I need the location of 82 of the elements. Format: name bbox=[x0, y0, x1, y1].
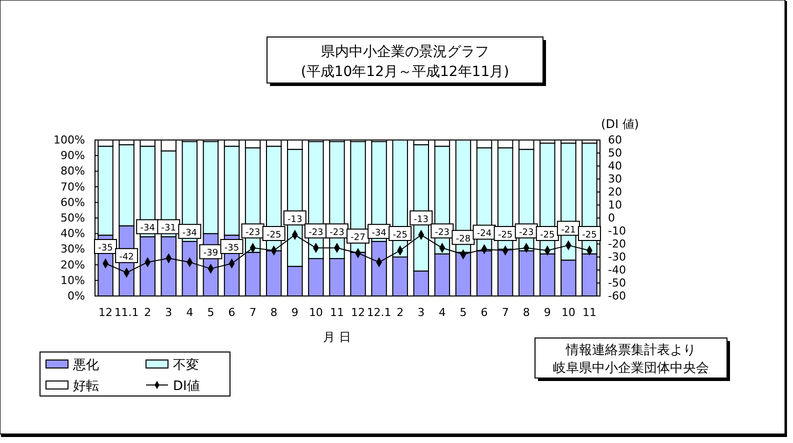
x-tick-label: 7 bbox=[249, 306, 256, 319]
y-tick-label: 90% bbox=[60, 149, 85, 162]
y-tick-label: 100% bbox=[54, 134, 85, 147]
data-label: -39 bbox=[203, 248, 218, 259]
y2-tick-label: 10 bbox=[608, 198, 622, 212]
x-tick-label: 7 bbox=[502, 306, 509, 319]
data-label: -24 bbox=[476, 229, 492, 240]
data-label: -23 bbox=[308, 228, 324, 238]
chart-subtitle: (平成10年12月～平成12年11月) bbox=[300, 64, 510, 80]
y-tick-label: 30% bbox=[60, 242, 85, 256]
y2-tick-label: 0 bbox=[608, 212, 615, 225]
x-tick-label: 11 bbox=[582, 306, 596, 319]
y2-tick-label: -60 bbox=[608, 290, 626, 303]
y-tick-label: 80% bbox=[60, 164, 85, 178]
x-tick-label: 4 bbox=[438, 306, 446, 319]
y2-tick-label: -30 bbox=[608, 250, 626, 264]
data-label: -42 bbox=[119, 252, 134, 263]
y-tick-label: 50% bbox=[60, 212, 85, 225]
x-tick-label: 3 bbox=[418, 306, 425, 319]
y2-tick-label: -20 bbox=[608, 238, 626, 251]
y2-tick-label: 40 bbox=[608, 160, 622, 173]
y-tick-label: 10% bbox=[60, 274, 85, 287]
data-label: -25 bbox=[498, 230, 513, 240]
data-label: -25 bbox=[582, 230, 597, 240]
legend-label: 悪化 bbox=[72, 358, 99, 373]
x-tick-label: 12.1 bbox=[366, 306, 392, 319]
x-tick-label: 12 bbox=[98, 306, 113, 319]
x-tick-label: 5 bbox=[207, 306, 214, 319]
x-tick-label: 2 bbox=[144, 306, 152, 319]
data-label: -21 bbox=[561, 225, 576, 236]
y-tick-label: 40% bbox=[60, 227, 85, 240]
legend-label: 好転 bbox=[73, 379, 99, 394]
x-tick-label: 10 bbox=[308, 306, 323, 319]
x-tick-label: 11.1 bbox=[114, 306, 139, 319]
x-tick-label: 2 bbox=[396, 306, 404, 319]
x-tick-label: 8 bbox=[522, 306, 530, 319]
y-tick-label: 0% bbox=[68, 290, 85, 303]
y2-tick-label: -40 bbox=[608, 264, 626, 277]
y-tick-label: 60% bbox=[60, 196, 85, 209]
data-label: -25 bbox=[266, 230, 282, 240]
x-tick-label: 8 bbox=[270, 306, 278, 319]
data-label: -31 bbox=[161, 224, 176, 234]
y-tick-label: 20% bbox=[60, 258, 85, 272]
data-label: -13 bbox=[414, 214, 428, 225]
data-label: -23 bbox=[245, 228, 260, 238]
text: 情報連絡票集計表より bbox=[565, 343, 696, 358]
x-tick-label: 6 bbox=[228, 306, 236, 319]
y2-tick-label: 20 bbox=[608, 186, 622, 199]
x-tick-label: 12 bbox=[351, 306, 366, 319]
data-label: -34 bbox=[372, 228, 387, 238]
data-label: -23 bbox=[434, 228, 450, 238]
x-tick-label: 9 bbox=[544, 306, 551, 319]
y2-tick-label: -50 bbox=[608, 276, 626, 290]
x-tick-label: 9 bbox=[291, 306, 298, 319]
data-label: -34 bbox=[140, 224, 156, 234]
data-label: -27 bbox=[350, 233, 366, 244]
data-label: -35 bbox=[98, 244, 113, 254]
data-label: -35 bbox=[224, 244, 240, 254]
y2-tick-label: -10 bbox=[608, 224, 626, 238]
data-label: -23 bbox=[330, 228, 344, 238]
x-tick-label: 10 bbox=[561, 306, 576, 319]
x-axis-title: 月 日 bbox=[323, 330, 351, 344]
chart-title: 県内中小企業の景況グラフ bbox=[321, 44, 489, 60]
y2-tick-label: 50 bbox=[608, 146, 622, 160]
x-tick-label: 5 bbox=[460, 306, 467, 319]
y-tick-label: 70% bbox=[60, 180, 85, 194]
x-tick-label: 4 bbox=[186, 306, 194, 319]
x-tick-label: 11 bbox=[330, 306, 344, 319]
y2-tick-label: 30 bbox=[608, 172, 622, 186]
x-tick-label: 3 bbox=[165, 306, 172, 319]
x-tick-label: 6 bbox=[480, 306, 488, 319]
data-label: -25 bbox=[540, 230, 555, 240]
legend-label: DI値 bbox=[173, 379, 200, 394]
text: 岐阜県中小企業団体中央会 bbox=[553, 361, 709, 376]
data-label: -25 bbox=[392, 230, 408, 240]
data-label: -28 bbox=[456, 234, 471, 244]
legend-label: 不変 bbox=[173, 357, 199, 373]
data-label: -34 bbox=[182, 228, 198, 238]
y2-tick-label: 60 bbox=[608, 134, 622, 147]
data-label: -23 bbox=[519, 228, 534, 238]
y2-axis-title: (DI 値) bbox=[601, 117, 639, 131]
data-label: -13 bbox=[288, 214, 302, 225]
